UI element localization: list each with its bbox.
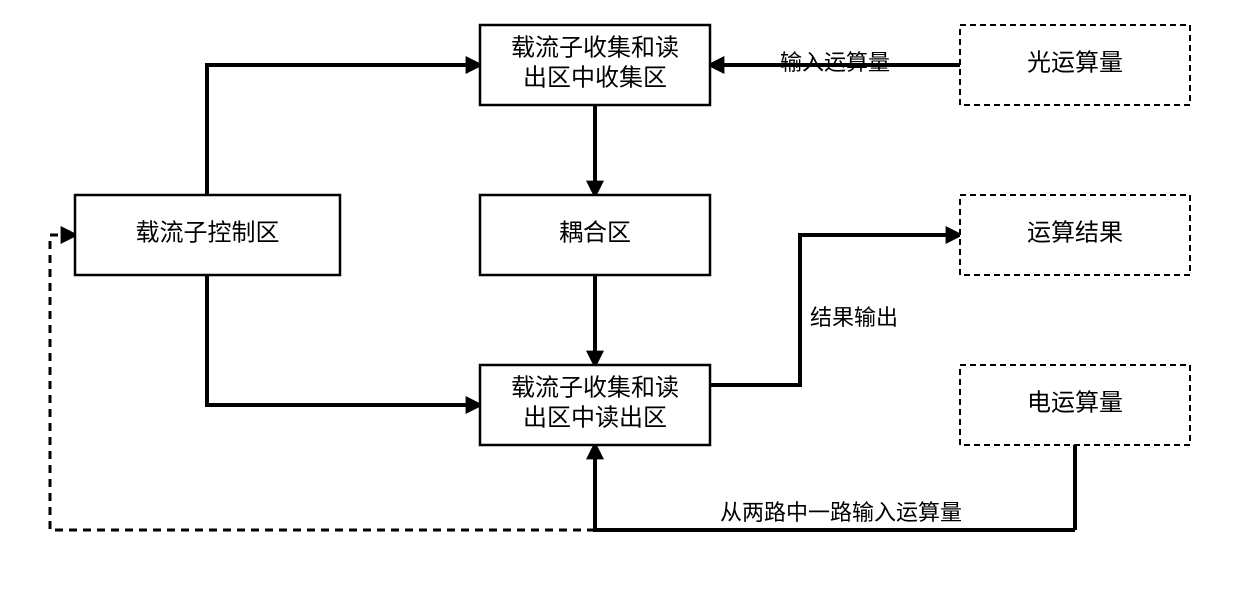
box-readout_region: 载流子收集和读出区中读出区 (480, 365, 710, 445)
box-label-readout_region-line1: 出区中读出区 (523, 405, 667, 432)
edge-ctrl-to-collect (207, 65, 480, 195)
box-collect_region: 载流子收集和读出区中收集区 (480, 25, 710, 105)
box-optical_operand: 光运算量 (960, 25, 1190, 105)
edge-label-input-one-of-two: 从两路中一路输入运算量 (720, 500, 962, 525)
box-label-coupling_region-line0: 耦合区 (559, 220, 631, 247)
box-electric_operand: 电运算量 (960, 365, 1190, 445)
box-label-collect_region-line0: 载流子收集和读 (511, 35, 679, 62)
edge-label-optical-to-collect: 输入运算量 (780, 50, 890, 75)
box-label-result-line0: 运算结果 (1027, 220, 1123, 247)
box-label-collect_region-line1: 出区中收集区 (523, 65, 667, 92)
box-label-optical_operand-line0: 光运算量 (1027, 50, 1123, 77)
box-carrier_control: 载流子控制区 (75, 195, 340, 275)
box-label-carrier_control-line0: 载流子控制区 (136, 220, 280, 247)
box-label-readout_region-line0: 载流子收集和读 (511, 375, 679, 402)
edge-ctrl-to-readout (207, 275, 480, 405)
edges-layer: 输入运算量结果输出从两路中一路输入运算量 (50, 50, 1075, 530)
box-label-electric_operand-line0: 电运算量 (1027, 390, 1123, 417)
box-coupling_region: 耦合区 (480, 195, 710, 275)
edge-label-readout-to-result: 结果输出 (810, 305, 898, 330)
boxes-layer: 载流子控制区载流子收集和读出区中收集区耦合区载流子收集和读出区中读出区光运算量运… (75, 25, 1190, 445)
box-result: 运算结果 (960, 195, 1190, 275)
